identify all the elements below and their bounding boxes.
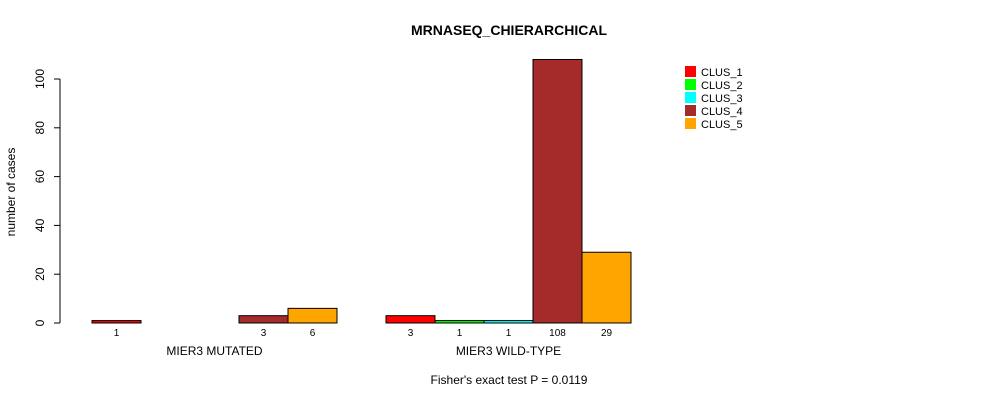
y-tick-label: 40	[33, 218, 47, 232]
bar-value-label: 6	[310, 328, 316, 339]
legend-swatch	[685, 92, 696, 103]
chart-title: MRNASEQ_CHIERARCHICAL	[411, 22, 607, 38]
bar-value-label: 108	[549, 328, 566, 339]
bar-clus-5	[287, 307, 338, 324]
category-label: MIER3 MUTATED	[166, 344, 263, 358]
bar-clus-4	[238, 315, 289, 324]
legend-label: CLUS_4	[701, 106, 743, 118]
legend-label: CLUS_3	[701, 93, 743, 105]
y-axis: 0 20 40 60 80 100	[33, 69, 61, 326]
legend-swatch	[685, 105, 696, 116]
legend-swatch	[685, 79, 696, 90]
category-labels: MIER3 MUTATED MIER3 WILD-TYPE	[166, 344, 561, 358]
y-tick-label: 100	[33, 69, 47, 89]
bar-clus-1	[385, 315, 436, 324]
legend-swatch	[685, 118, 696, 129]
bar-value-labels: 1 3 6 3 1 1 108 29	[114, 328, 613, 339]
bar-clus-2	[434, 320, 485, 324]
bar-clus-1	[91, 320, 142, 324]
bar-value-label: 1	[114, 328, 120, 339]
bar-value-label: 1	[457, 328, 463, 339]
bars-group	[91, 58, 632, 324]
bar-clus-5	[581, 251, 632, 324]
bar-value-label: 29	[601, 328, 613, 339]
bar-clus-3	[483, 320, 534, 324]
legend-label: CLUS_1	[701, 67, 743, 79]
y-axis-label: number of cases	[4, 148, 18, 237]
y-tick-label: 0	[33, 319, 47, 326]
bar-value-label: 1	[506, 328, 512, 339]
legend-label: CLUS_5	[701, 119, 743, 131]
legend-label: CLUS_2	[701, 80, 743, 92]
y-tick-label: 80	[33, 121, 47, 135]
bar-clus-4	[532, 58, 583, 324]
bar-value-label: 3	[408, 328, 414, 339]
category-label: MIER3 WILD-TYPE	[456, 344, 561, 358]
y-tick-label: 20	[33, 267, 47, 281]
fisher-test-footnote: Fisher's exact test P = 0.0119	[431, 373, 588, 387]
y-tick-label: 60	[33, 170, 47, 184]
legend-swatch	[685, 66, 696, 77]
bar-value-label: 3	[261, 328, 267, 339]
